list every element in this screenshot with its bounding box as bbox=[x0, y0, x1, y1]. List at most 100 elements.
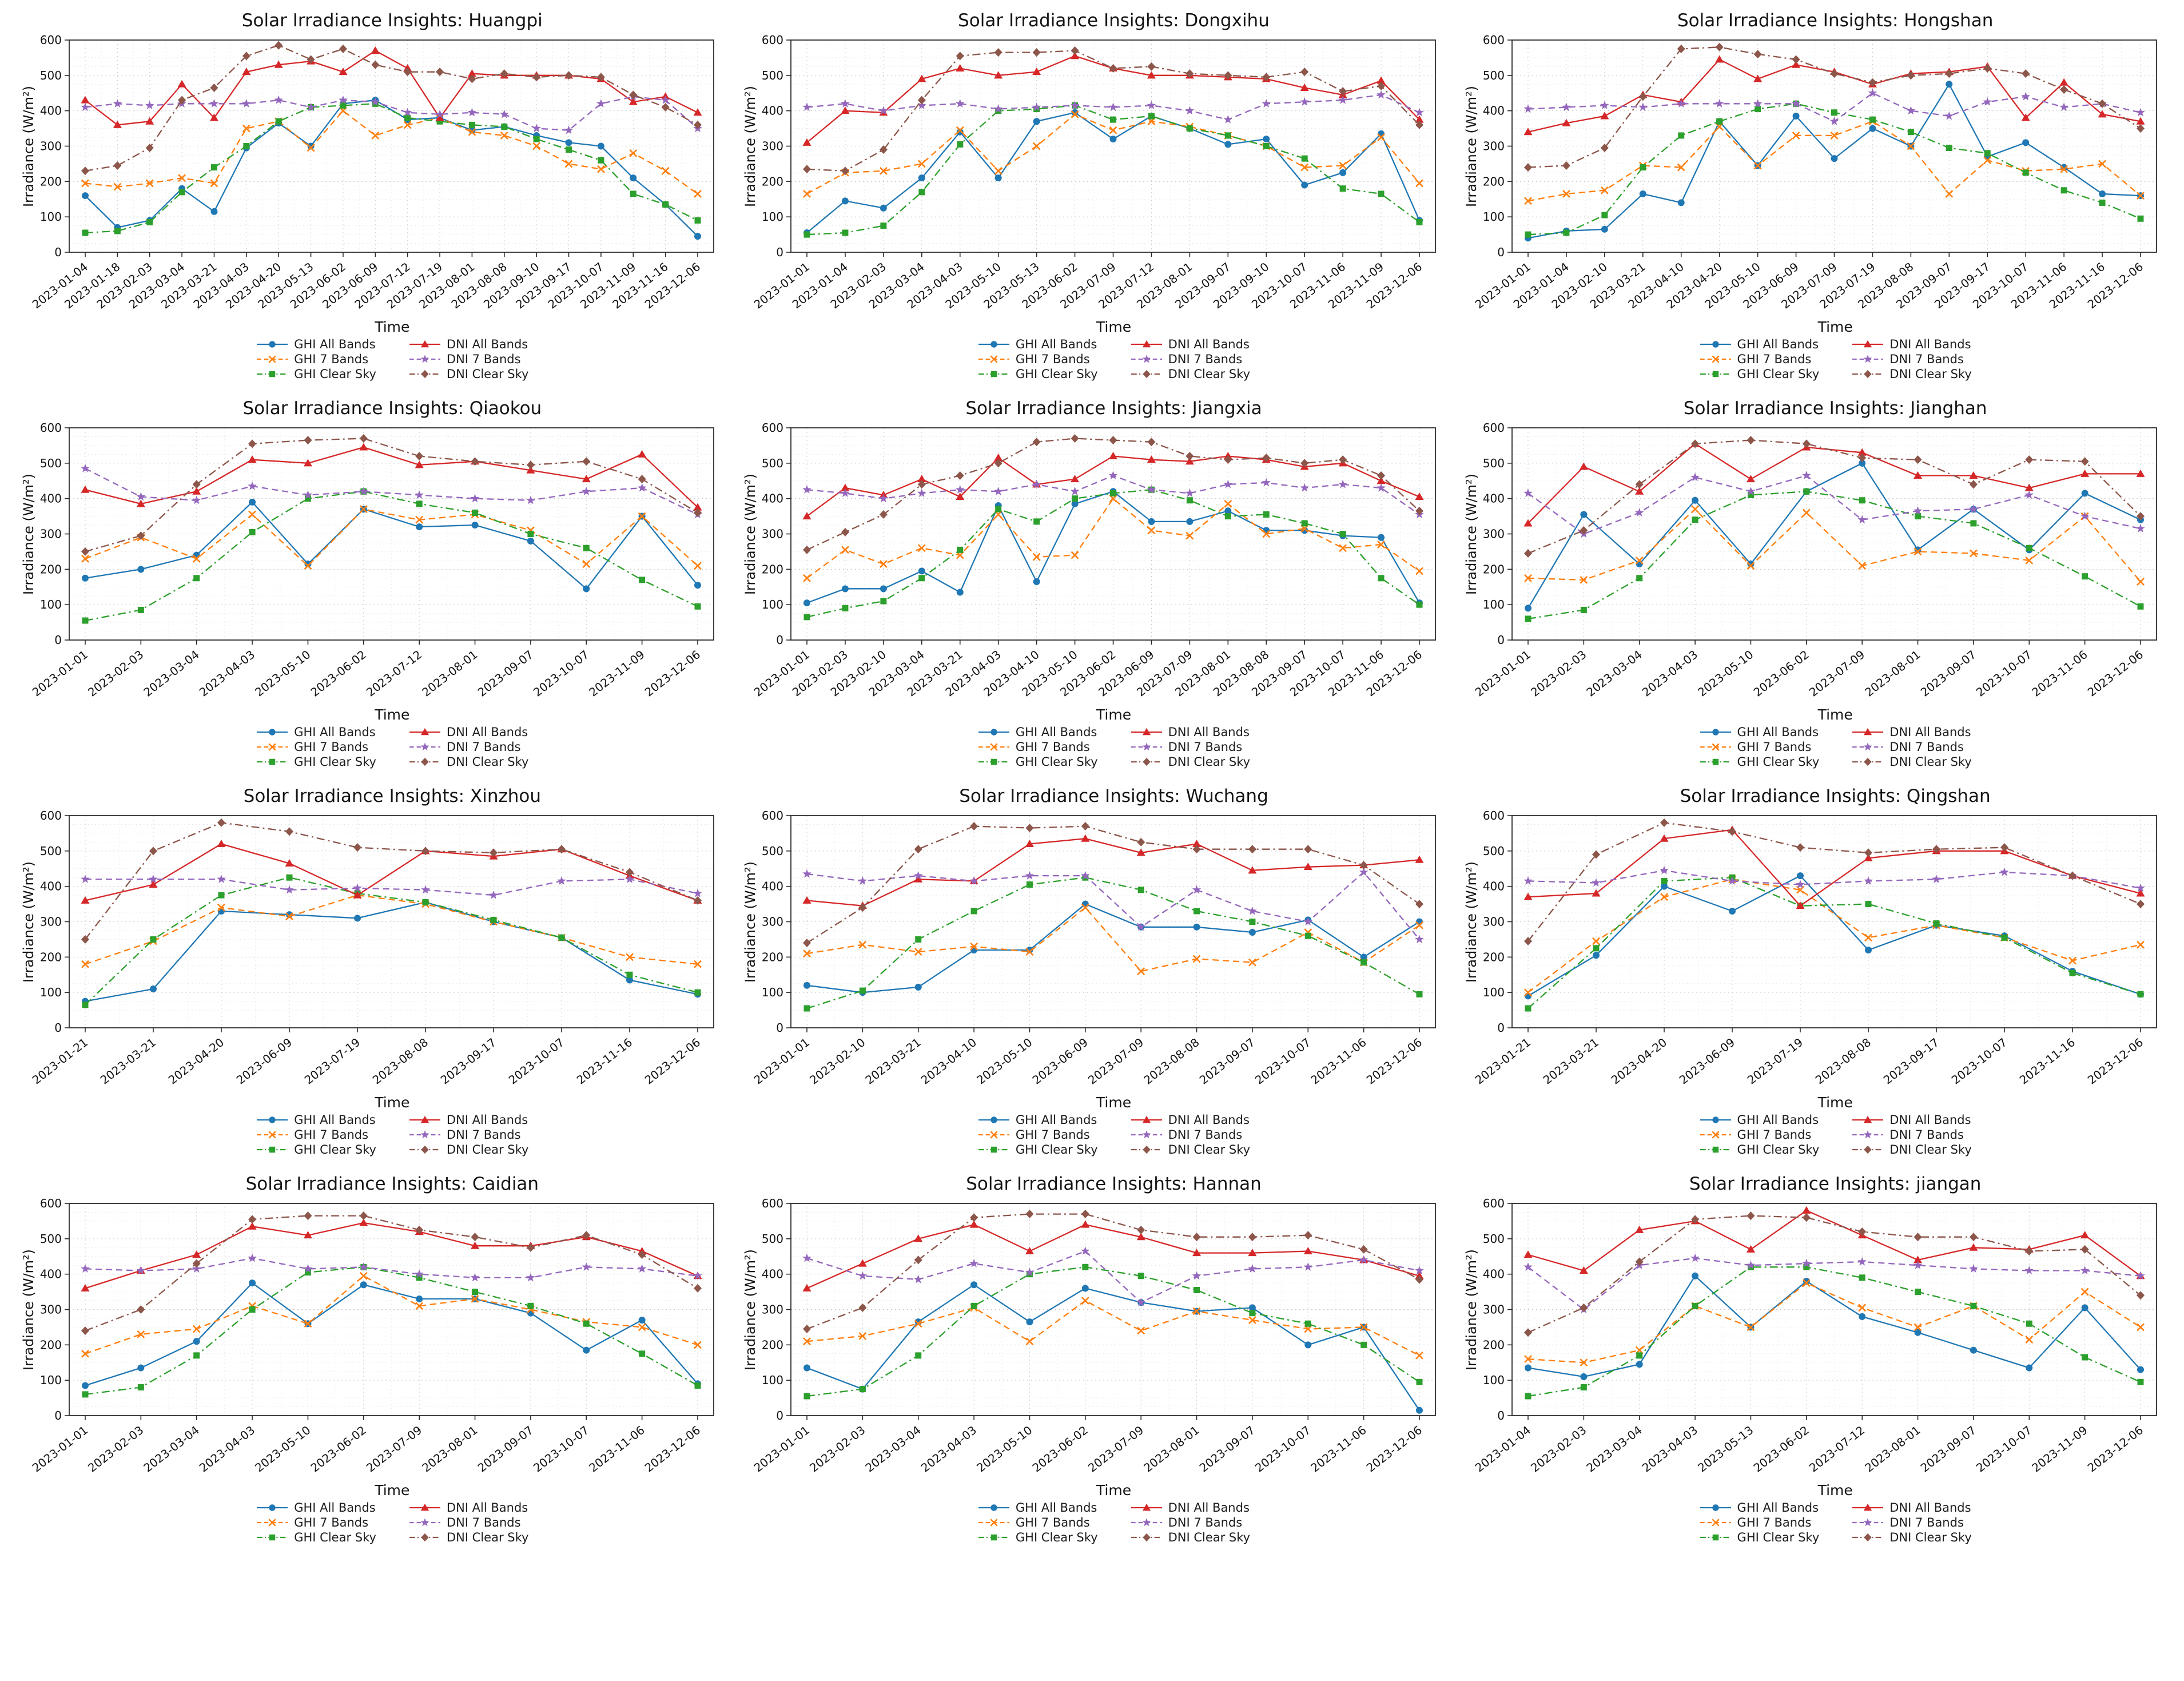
legend: GHI All Bands DNI All Bands GHI 7 Bands DNI… bbox=[58, 1113, 726, 1157]
legend-label: DNI All Bands bbox=[1889, 1113, 1971, 1127]
chart-card-qingshan: Solar Irradiance Insights: Qingshan Irra… bbox=[1458, 782, 2169, 1162]
svg-text:2023-06-02: 2023-06-02 bbox=[1751, 647, 1812, 699]
plot-area: 01002003004005006002023-01-012023-02-032… bbox=[30, 421, 714, 700]
legend-label: DNI Clear Sky bbox=[1168, 1531, 1251, 1544]
svg-text:2023-04-03: 2023-04-03 bbox=[197, 1423, 257, 1475]
svg-text:2023-08-08: 2023-08-08 bbox=[370, 1035, 431, 1087]
legend-item-dni-7: DNI 7 Bands bbox=[1130, 1128, 1251, 1142]
svg-text:2023-01-21: 2023-01-21 bbox=[1473, 1035, 1533, 1087]
svg-text:400: 400 bbox=[761, 1267, 783, 1281]
legend-item-dni-clear: DNI Clear Sky bbox=[408, 755, 528, 769]
dni-all-legend-marker-icon bbox=[1852, 340, 1884, 348]
legend-item-ghi-clear: GHI Clear Sky bbox=[1699, 1143, 1819, 1157]
svg-text:2023-10-07: 2023-10-07 bbox=[531, 647, 591, 699]
ghi-clear-legend-marker-icon bbox=[257, 1534, 288, 1541]
legend-label: DNI All Bands bbox=[1168, 1113, 1250, 1127]
legend-label: DNI All Bands bbox=[1168, 1501, 1250, 1515]
svg-text:2023-01-01: 2023-01-01 bbox=[30, 647, 90, 699]
legend-item-dni-7: DNI 7 Bands bbox=[1851, 352, 1972, 366]
legend-label: DNI Clear Sky bbox=[1889, 367, 1972, 381]
dni-clear-legend-marker-icon bbox=[409, 1145, 440, 1154]
svg-text:200: 200 bbox=[1483, 174, 1505, 188]
svg-text:600: 600 bbox=[40, 809, 62, 822]
svg-text:300: 300 bbox=[40, 527, 62, 541]
svg-text:2023-08-08: 2023-08-08 bbox=[1813, 1035, 1873, 1087]
legend-item-dni-clear: DNI Clear Sky bbox=[408, 1531, 528, 1544]
legend-label: GHI All Bands bbox=[1737, 1113, 1819, 1127]
chart-title: Solar Irradiance Insights: Jiangxia bbox=[965, 398, 1262, 419]
svg-text:2023-04-10: 2023-04-10 bbox=[918, 1035, 978, 1087]
legend-label: DNI 7 Bands bbox=[1889, 1516, 1964, 1529]
dni-all-legend-marker-icon bbox=[1852, 728, 1884, 736]
legend-label: GHI Clear Sky bbox=[1737, 1531, 1820, 1544]
legend-label: DNI 7 Bands bbox=[446, 1516, 521, 1529]
ghi-7-legend-marker-icon bbox=[1700, 1519, 1731, 1527]
svg-text:2023-09-07: 2023-09-07 bbox=[475, 647, 536, 699]
legend-label: GHI 7 Bands bbox=[1015, 740, 1090, 754]
svg-text:500: 500 bbox=[40, 844, 62, 858]
legend-label: DNI 7 Bands bbox=[1168, 1128, 1243, 1142]
svg-text:2023-08-01: 2023-08-01 bbox=[419, 647, 480, 699]
svg-text:100: 100 bbox=[40, 210, 62, 224]
legend-item-dni-clear: DNI Clear Sky bbox=[408, 367, 528, 381]
svg-text:2023-10-07: 2023-10-07 bbox=[1252, 1423, 1313, 1475]
svg-text:0: 0 bbox=[54, 633, 62, 647]
chart-card-hongshan: Solar Irradiance Insights: Hongshan Irra… bbox=[1458, 7, 2169, 387]
svg-text:300: 300 bbox=[40, 915, 62, 929]
svg-text:600: 600 bbox=[761, 33, 783, 47]
legend-label: GHI 7 Bands bbox=[1737, 740, 1812, 754]
chart-title: Solar Irradiance Insights: Qingshan bbox=[1680, 786, 1991, 806]
legend-label: DNI 7 Bands bbox=[1168, 352, 1243, 366]
legend-label: DNI Clear Sky bbox=[446, 1143, 529, 1157]
y-axis-label: Irradiance (W/m²) bbox=[21, 861, 37, 983]
svg-text:500: 500 bbox=[1483, 1232, 1505, 1246]
svg-text:500: 500 bbox=[40, 69, 62, 82]
svg-text:200: 200 bbox=[40, 1338, 62, 1352]
legend-item-dni-7: DNI 7 Bands bbox=[1851, 740, 1972, 754]
svg-text:200: 200 bbox=[40, 950, 62, 964]
ghi-all-legend-marker-icon bbox=[978, 341, 1009, 348]
svg-text:2023-02-03: 2023-02-03 bbox=[85, 1423, 146, 1475]
legend-item-dni-7: DNI 7 Bands bbox=[1130, 1516, 1251, 1529]
legend-label: GHI Clear Sky bbox=[1015, 367, 1098, 381]
svg-text:0: 0 bbox=[54, 1021, 62, 1035]
legend-item-ghi-clear: GHI Clear Sky bbox=[977, 367, 1098, 381]
svg-text:100: 100 bbox=[761, 598, 783, 611]
dni-clear-legend-marker-icon bbox=[1852, 1145, 1884, 1154]
legend-item-dni-all: DNI All Bands bbox=[408, 1501, 529, 1515]
legend: GHI All Bands DNI All Bands GHI 7 Bands DNI… bbox=[58, 725, 726, 769]
svg-text:100: 100 bbox=[40, 598, 62, 611]
dni-clear-legend-marker-icon bbox=[1852, 369, 1884, 379]
dni-clear-legend-marker-icon bbox=[1131, 1533, 1162, 1542]
svg-text:600: 600 bbox=[761, 421, 783, 435]
legend-label: GHI All Bands bbox=[294, 1501, 376, 1515]
svg-text:2023-02-03: 2023-02-03 bbox=[1528, 1423, 1589, 1475]
chart-card-jianghan: Solar Irradiance Insights: Jianghan Irra… bbox=[1458, 395, 2169, 774]
chart-title: Solar Irradiance Insights: Hannan bbox=[966, 1174, 1262, 1194]
ghi-all-legend-marker-icon bbox=[978, 1116, 1009, 1123]
svg-text:2023-05-10: 2023-05-10 bbox=[974, 1035, 1035, 1087]
legend-item-ghi-clear: GHI Clear Sky bbox=[256, 367, 376, 381]
ghi-clear-legend-marker-icon bbox=[257, 371, 288, 377]
legend: GHI All Bands DNI All Bands GHI 7 Bands DNI… bbox=[780, 725, 1448, 769]
svg-text:0: 0 bbox=[1498, 245, 1505, 259]
x-axis-label: Time bbox=[1817, 1482, 1853, 1499]
legend-item-dni-all: DNI All Bands bbox=[408, 1113, 529, 1127]
legend-item-dni-all: DNI All Bands bbox=[1130, 1113, 1251, 1127]
legend-item-dni-7: DNI 7 Bands bbox=[1130, 352, 1251, 366]
plot-area: 01002003004005006002023-01-012023-01-042… bbox=[1473, 33, 2158, 312]
legend-label: DNI All Bands bbox=[1889, 1501, 1971, 1515]
legend: GHI All Bands DNI All Bands GHI 7 Bands DNI… bbox=[1501, 725, 2169, 769]
y-axis-label: Irradiance (W/m²) bbox=[21, 1249, 37, 1371]
ghi-all-legend-marker-icon bbox=[1700, 1504, 1731, 1511]
y-axis-label: Irradiance (W/m²) bbox=[21, 85, 37, 208]
ghi-all-legend-marker-icon bbox=[1700, 729, 1731, 736]
dni-7-legend-marker-icon bbox=[1131, 742, 1162, 751]
legend-item-ghi-clear: GHI Clear Sky bbox=[256, 1143, 376, 1157]
svg-text:2023-05-10: 2023-05-10 bbox=[252, 1423, 313, 1475]
legend-label: GHI Clear Sky bbox=[1015, 1143, 1098, 1157]
svg-text:300: 300 bbox=[761, 527, 783, 541]
legend-label: GHI 7 Bands bbox=[294, 352, 369, 366]
ghi-clear-legend-marker-icon bbox=[978, 371, 1009, 377]
